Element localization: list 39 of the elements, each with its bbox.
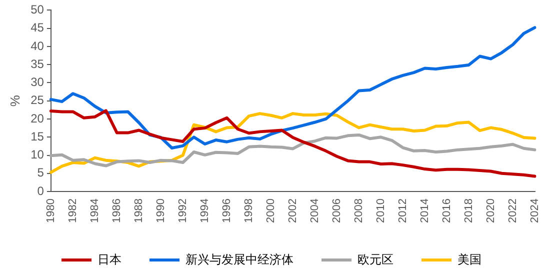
y-tick-label: 40	[30, 38, 44, 53]
legend-label: 欧元区	[358, 252, 394, 266]
x-tick-label: 2016	[440, 198, 453, 224]
x-tick-label: 1998	[242, 198, 255, 224]
x-tick-label: 2018	[462, 198, 475, 224]
y-axis-title: %	[7, 94, 22, 107]
legend-label: 日本	[98, 252, 122, 266]
x-tick-label: 2004	[308, 198, 321, 224]
x-tick-label: 2020	[484, 198, 497, 224]
y-tick-label: 45	[30, 20, 44, 35]
y-tick-label: 5	[37, 166, 44, 180]
y-tick-label: 35	[30, 56, 44, 71]
x-tick-label: 1996	[220, 198, 233, 224]
x-tick-label: 2000	[264, 198, 277, 224]
x-tick-label: 1994	[198, 198, 211, 224]
y-tick-label: 30	[30, 75, 44, 90]
x-tick-label: 1986	[110, 198, 123, 224]
y-tick-label: 10	[30, 148, 44, 162]
x-tick-label: 1992	[176, 198, 189, 224]
x-tick-label: 2002	[286, 198, 299, 224]
x-tick-label: 2024	[528, 198, 541, 224]
legend-label: 新兴与发展中经济体	[186, 252, 294, 266]
y-tick-label: 15	[30, 129, 44, 144]
x-tick-label: 2008	[352, 198, 365, 224]
x-tick-label: 1990	[154, 198, 167, 224]
legend-label: 美国	[458, 252, 482, 266]
x-tick-label: 2010	[374, 198, 387, 224]
y-tick-label: 0	[37, 184, 44, 198]
y-tick-label: 20	[30, 111, 44, 126]
x-tick-label: 1982	[66, 198, 79, 224]
y-tick-label: 50	[30, 2, 44, 17]
x-tick-label: 1980	[44, 198, 57, 224]
x-tick-label: 1984	[88, 198, 101, 224]
x-tick-label: 2014	[418, 198, 431, 224]
x-tick-label: 1988	[132, 198, 145, 224]
x-tick-label: 2006	[330, 198, 343, 224]
y-tick-label: 25	[30, 93, 44, 108]
x-tick-label: 2022	[506, 198, 519, 224]
x-tick-label: 2012	[396, 198, 409, 224]
